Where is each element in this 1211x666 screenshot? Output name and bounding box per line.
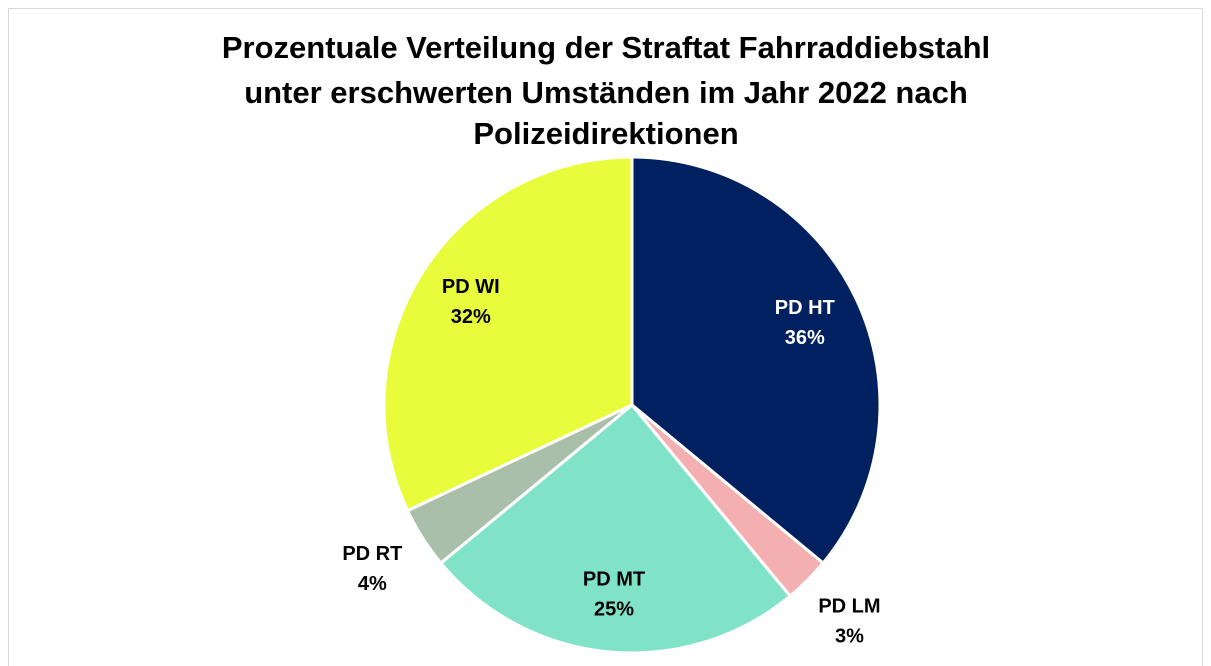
- slice-value-label: 32%: [451, 306, 491, 328]
- chart-title: unter erschwerten Umständen im Jahr 2022…: [244, 75, 968, 110]
- slice-label: PD HT: [775, 297, 835, 319]
- slice-value-label: 36%: [785, 327, 825, 349]
- slice-label: PD LM: [818, 596, 880, 618]
- slice-value-label: 4%: [358, 573, 387, 595]
- chart-title: Prozentuale Verteilung der Straftat Fahr…: [222, 30, 990, 65]
- slice-value-label: 3%: [835, 626, 864, 648]
- pie-slice: [382, 155, 634, 513]
- slice-label: PD MT: [583, 568, 645, 590]
- slice-value-label: 25%: [594, 598, 634, 620]
- slice-label: PD RT: [342, 543, 402, 565]
- chart-title: Polizeidirektionen: [473, 116, 738, 151]
- slice-label: PD WI: [442, 276, 500, 298]
- pie-slice: [630, 155, 882, 566]
- pie-slice: [438, 402, 793, 655]
